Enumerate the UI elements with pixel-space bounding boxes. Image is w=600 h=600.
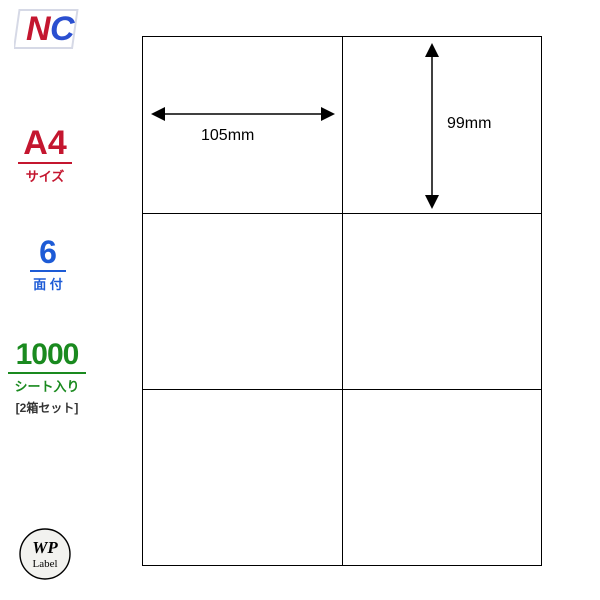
wp-logo-bottom: Label	[32, 558, 57, 570]
grid-hline-1	[143, 213, 541, 214]
logo-c: C	[50, 10, 75, 48]
spec-faces-value: 6	[30, 236, 66, 268]
width-dimension-label: 105mm	[201, 127, 254, 145]
wp-logo-top: WP	[32, 538, 58, 557]
height-dimension-arrow	[421, 43, 443, 209]
spec-size-label: サイズ	[18, 166, 72, 185]
nc-logo: N C	[14, 6, 84, 57]
spec-size-value: A4	[18, 126, 72, 160]
spec-sheets-label: シート入り	[8, 376, 86, 395]
spec-sheets-value: 1000	[8, 340, 86, 370]
spec-sheets-extra: [2箱セット]	[8, 399, 86, 416]
spec-faces: 6 面 付	[30, 236, 66, 293]
product-spec-diagram: N C A4 サイズ 6 面 付 1000 シート入り [2箱セット] 105m…	[0, 0, 600, 600]
spec-faces-label: 面 付	[30, 274, 66, 293]
spec-size-rule	[18, 162, 72, 164]
spec-size: A4 サイズ	[18, 126, 72, 185]
logo-n: N	[26, 10, 52, 48]
grid-hline-2	[143, 389, 541, 390]
width-dimension-arrow	[151, 103, 335, 125]
label-sheet: 105mm 99mm	[142, 36, 542, 566]
grid-vline	[342, 37, 343, 565]
height-dimension-label: 99mm	[447, 115, 491, 133]
spec-faces-rule	[30, 270, 66, 272]
wp-label-logo: WP Label	[18, 527, 72, 586]
spec-sheets: 1000 シート入り [2箱セット]	[8, 340, 86, 416]
spec-sheets-rule	[8, 372, 86, 374]
